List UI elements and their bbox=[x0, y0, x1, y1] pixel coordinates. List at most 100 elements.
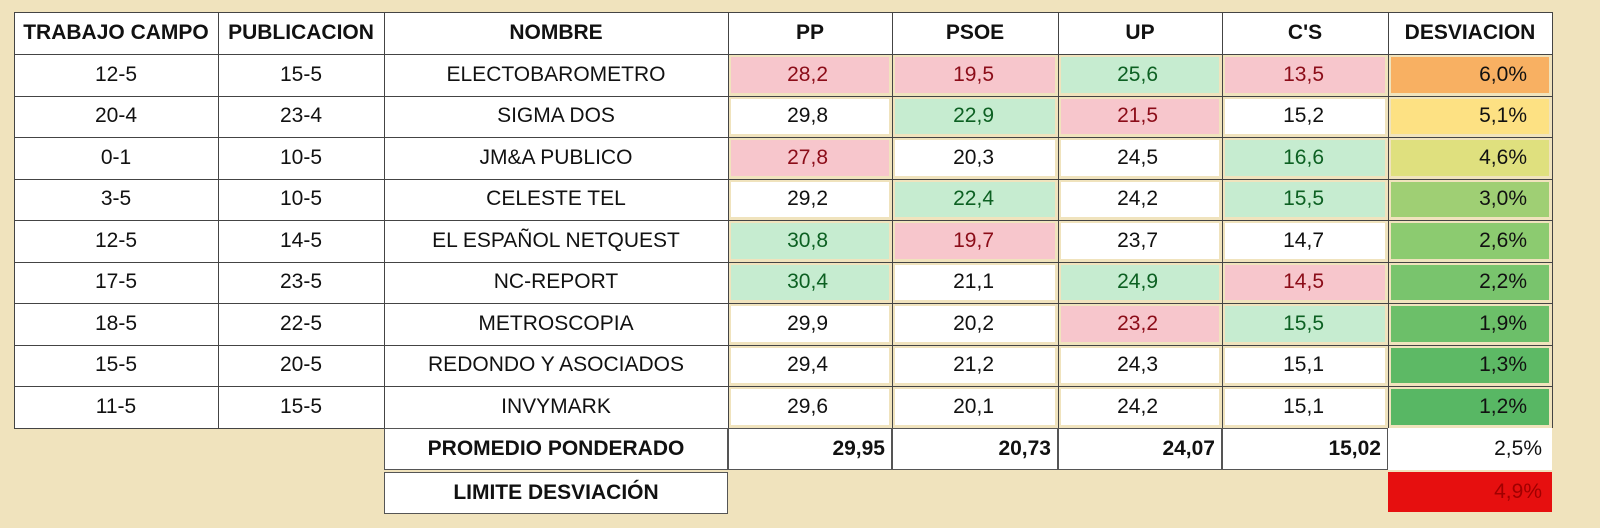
grid-line bbox=[14, 96, 1552, 97]
grid-line bbox=[728, 12, 729, 428]
cell-publicacion: 10-5 bbox=[218, 178, 384, 220]
cell-psoe: 20,2 bbox=[895, 306, 1055, 342]
header-desviacion: DESVIACION bbox=[1388, 12, 1552, 54]
header-up: UP bbox=[1058, 12, 1222, 54]
header-pp: PP bbox=[728, 12, 892, 54]
grid-line bbox=[14, 54, 1552, 55]
cell-publicacion: 20-5 bbox=[218, 344, 384, 386]
cell-publicacion: 14-5 bbox=[218, 220, 384, 262]
limite-label: LIMITE DESVIACIÓN bbox=[384, 471, 728, 514]
cell-pp: 27,8 bbox=[731, 140, 889, 176]
grid-line bbox=[384, 12, 385, 428]
cell-psoe: 19,5 bbox=[895, 57, 1055, 93]
grid-line bbox=[1058, 12, 1059, 428]
grid-line bbox=[892, 12, 893, 428]
cell-psoe: 20,1 bbox=[895, 389, 1055, 425]
header-publicacion: PUBLICACION bbox=[218, 12, 384, 54]
cell-publicacion: 23-4 bbox=[218, 95, 384, 137]
cell-pp: 30,4 bbox=[731, 264, 889, 300]
cell-pp: 29,8 bbox=[731, 98, 889, 134]
header-nombre: NOMBRE bbox=[384, 12, 728, 54]
cell-desviacion: 1,9% bbox=[1391, 306, 1549, 342]
cell-cs: 16,6 bbox=[1225, 140, 1385, 176]
cell-trabajo-campo: 12-5 bbox=[14, 54, 218, 96]
cell-cs: 15,5 bbox=[1225, 181, 1385, 217]
cell-cs: 15,2 bbox=[1225, 98, 1385, 134]
cell-cs: 15,5 bbox=[1225, 306, 1385, 342]
grid-line bbox=[14, 12, 1552, 13]
cell-desviacion: 2,6% bbox=[1391, 223, 1549, 259]
cell-psoe: 22,4 bbox=[895, 181, 1055, 217]
cell-nombre: CELESTE TEL bbox=[384, 178, 728, 220]
header-psoe: PSOE bbox=[892, 12, 1058, 54]
promedio-label: PROMEDIO PONDERADO bbox=[384, 427, 728, 470]
cell-publicacion: 23-5 bbox=[218, 261, 384, 303]
grid-line bbox=[14, 179, 1552, 180]
cell-publicacion: 10-5 bbox=[218, 137, 384, 179]
cell-desviacion: 2,2% bbox=[1391, 264, 1549, 300]
promedio-up: 24,07 bbox=[1058, 427, 1222, 470]
promedio-desviacion: 2,5% bbox=[1388, 427, 1552, 470]
cell-cs: 13,5 bbox=[1225, 57, 1385, 93]
header-cs: C'S bbox=[1222, 12, 1388, 54]
grid-line bbox=[14, 137, 1552, 138]
grid-line bbox=[1388, 12, 1389, 428]
cell-cs: 14,7 bbox=[1225, 223, 1385, 259]
cell-nombre: METROSCOPIA bbox=[384, 303, 728, 345]
cell-nombre: ELECTOBAROMETRO bbox=[384, 54, 728, 96]
promedio-cs: 15,02 bbox=[1222, 427, 1388, 470]
cell-pp: 29,2 bbox=[731, 181, 889, 217]
promedio-psoe: 20,73 bbox=[892, 427, 1058, 470]
cell-desviacion: 3,0% bbox=[1391, 181, 1549, 217]
cell-nombre: INVYMARK bbox=[384, 386, 728, 428]
grid-line bbox=[14, 303, 1552, 304]
cell-pp: 29,9 bbox=[731, 306, 889, 342]
header-trabajo-campo: TRABAJO CAMPO bbox=[14, 12, 218, 54]
cell-psoe: 19,7 bbox=[895, 223, 1055, 259]
cell-desviacion: 1,2% bbox=[1391, 389, 1549, 425]
cell-up: 25,6 bbox=[1061, 57, 1219, 93]
cell-up: 24,2 bbox=[1061, 181, 1219, 217]
cell-up: 23,7 bbox=[1061, 223, 1219, 259]
cell-up: 24,3 bbox=[1061, 347, 1219, 383]
cell-nombre: JM&A PUBLICO bbox=[384, 137, 728, 179]
grid-line bbox=[14, 345, 1552, 346]
cell-cs: 15,1 bbox=[1225, 389, 1385, 425]
promedio-pp: 29,95 bbox=[728, 427, 892, 470]
cell-up: 24,2 bbox=[1061, 389, 1219, 425]
cell-trabajo-campo: 0-1 bbox=[14, 137, 218, 179]
grid-line bbox=[14, 12, 15, 428]
cell-desviacion: 5,1% bbox=[1391, 98, 1549, 134]
cell-publicacion: 22-5 bbox=[218, 303, 384, 345]
grid-line bbox=[14, 220, 1552, 221]
cell-trabajo-campo: 15-5 bbox=[14, 344, 218, 386]
grid-line bbox=[1222, 12, 1223, 428]
cell-up: 23,2 bbox=[1061, 306, 1219, 342]
cell-pp: 29,4 bbox=[731, 347, 889, 383]
cell-publicacion: 15-5 bbox=[218, 386, 384, 428]
cell-nombre: REDONDO Y ASOCIADOS bbox=[384, 344, 728, 386]
cell-desviacion: 6,0% bbox=[1391, 57, 1549, 93]
grid-line bbox=[1552, 12, 1553, 428]
grid-line bbox=[14, 262, 1552, 263]
cell-cs: 14,5 bbox=[1225, 264, 1385, 300]
cell-publicacion: 15-5 bbox=[218, 54, 384, 96]
cell-trabajo-campo: 18-5 bbox=[14, 303, 218, 345]
cell-trabajo-campo: 20-4 bbox=[14, 95, 218, 137]
cell-pp: 30,8 bbox=[731, 223, 889, 259]
cell-cs: 15,1 bbox=[1225, 347, 1385, 383]
cell-trabajo-campo: 17-5 bbox=[14, 261, 218, 303]
cell-trabajo-campo: 12-5 bbox=[14, 220, 218, 262]
cell-psoe: 22,9 bbox=[895, 98, 1055, 134]
cell-pp: 29,6 bbox=[731, 389, 889, 425]
limite-desviacion: 4,9% bbox=[1388, 471, 1552, 512]
cell-desviacion: 1,3% bbox=[1391, 347, 1549, 383]
grid-line bbox=[14, 386, 1552, 387]
cell-desviacion: 4,6% bbox=[1391, 140, 1549, 176]
cell-up: 24,5 bbox=[1061, 140, 1219, 176]
cell-trabajo-campo: 11-5 bbox=[14, 386, 218, 428]
cell-nombre: SIGMA DOS bbox=[384, 95, 728, 137]
cell-nombre: NC-REPORT bbox=[384, 261, 728, 303]
cell-up: 21,5 bbox=[1061, 98, 1219, 134]
grid-line bbox=[218, 12, 219, 428]
